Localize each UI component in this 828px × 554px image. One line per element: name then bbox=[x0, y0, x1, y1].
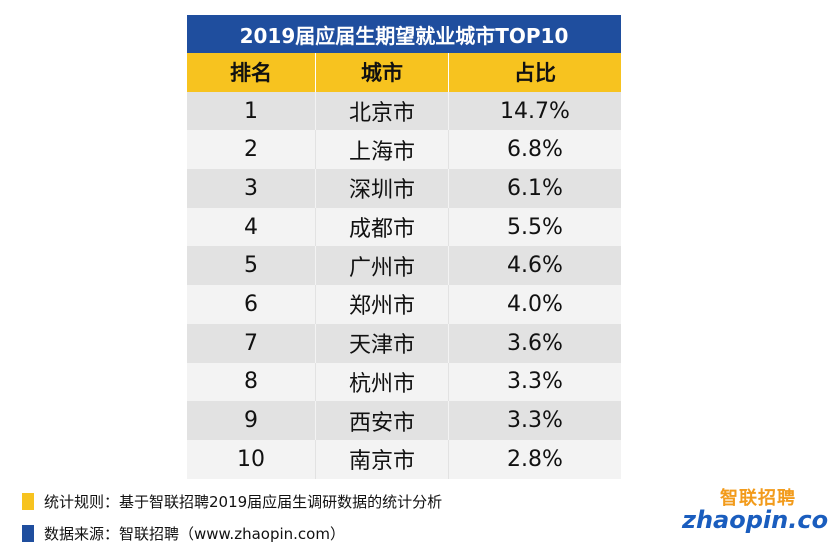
table-row: 5 广州市 4.6% bbox=[187, 246, 621, 286]
rank-cell: 5 bbox=[244, 253, 258, 279]
yellow-square-icon bbox=[22, 492, 34, 510]
blue-square-icon bbox=[22, 524, 34, 542]
header-share: 占比 bbox=[514, 61, 556, 86]
header-rank: 排名 bbox=[230, 61, 272, 86]
header-city: 城市 bbox=[315, 53, 449, 92]
table-row: 4 成都市 5.5% bbox=[187, 207, 621, 247]
rank-cell: 9 bbox=[244, 408, 258, 434]
share-cell: 2.8% bbox=[507, 446, 563, 472]
table-row: 6 郑州市 4.0% bbox=[187, 285, 621, 324]
rank-cell: 4 bbox=[244, 214, 258, 240]
rank-cell: 8 bbox=[244, 369, 258, 395]
note-rule: 统计规则：基于智联招聘2019届应届生调研数据的统计分析 bbox=[22, 490, 442, 512]
share-cell: 14.7% bbox=[500, 98, 570, 124]
share-cell: 6.8% bbox=[507, 137, 563, 163]
rank-cell: 10 bbox=[237, 446, 265, 472]
share-cell: 3.3% bbox=[507, 408, 563, 434]
table-row: 2 上海市 6.8% bbox=[187, 130, 621, 170]
city-cell: 上海市 bbox=[315, 130, 449, 170]
footnotes: 统计规则：基于智联招聘2019届应届生调研数据的统计分析 数据来源：智联招聘（w… bbox=[22, 490, 442, 554]
city-cell: 成都市 bbox=[315, 207, 449, 247]
rank-cell: 1 bbox=[244, 98, 258, 124]
table-header-row: 排名 城市 占比 bbox=[187, 53, 621, 92]
city-cell: 郑州市 bbox=[315, 285, 449, 324]
table-row: 3 深圳市 6.1% bbox=[187, 169, 621, 208]
rank-cell: 6 bbox=[244, 291, 258, 317]
ranking-table: 2019届应届生期望就业城市TOP10 排名 城市 占比 1 北京市 14.7% 2 上… bbox=[187, 15, 621, 479]
city-cell: 西安市 bbox=[315, 401, 449, 440]
rank-cell: 3 bbox=[244, 175, 258, 201]
zhaopin-logo: 智联招聘 zhaopin.com bbox=[662, 484, 828, 540]
city-cell: 杭州市 bbox=[315, 362, 449, 402]
rank-cell: 7 bbox=[244, 330, 258, 356]
note-source: 数据来源：智联招聘（www.zhaopin.com） bbox=[22, 522, 442, 544]
share-cell: 3.3% bbox=[507, 369, 563, 395]
table-row: 1 北京市 14.7% bbox=[187, 91, 621, 131]
table-body: 1 北京市 14.7% 2 上海市 6.8% 3 深圳市 6.1% 4 成都市 5.5% 5 广州市 4.6… bbox=[187, 91, 621, 479]
rank-cell: 2 bbox=[244, 137, 258, 163]
table-row: 10 南京市 2.8% bbox=[187, 439, 621, 479]
logo-cn-text: 智联招聘 bbox=[720, 488, 796, 509]
logo-en-text: zhaopin.com bbox=[682, 506, 828, 534]
city-cell: 广州市 bbox=[315, 246, 449, 286]
city-cell: 北京市 bbox=[315, 91, 449, 131]
note-rule-text: 统计规则：基于智联招聘2019届应届生调研数据的统计分析 bbox=[44, 492, 443, 511]
share-cell: 5.5% bbox=[507, 214, 563, 240]
share-cell: 4.6% bbox=[507, 253, 563, 279]
table-title: 2019届应届生期望就业城市TOP10 bbox=[187, 15, 621, 53]
table-row: 9 西安市 3.3% bbox=[187, 401, 621, 440]
city-cell: 深圳市 bbox=[315, 169, 449, 208]
share-cell: 3.6% bbox=[507, 330, 563, 356]
city-cell: 南京市 bbox=[315, 439, 449, 479]
table-row: 7 天津市 3.6% bbox=[187, 323, 621, 363]
city-cell: 天津市 bbox=[315, 323, 449, 363]
note-source-text: 数据来源：智联招聘（www.zhaopin.com） bbox=[44, 524, 345, 543]
share-cell: 4.0% bbox=[507, 291, 563, 317]
table-row: 8 杭州市 3.3% bbox=[187, 362, 621, 402]
share-cell: 6.1% bbox=[507, 175, 563, 201]
